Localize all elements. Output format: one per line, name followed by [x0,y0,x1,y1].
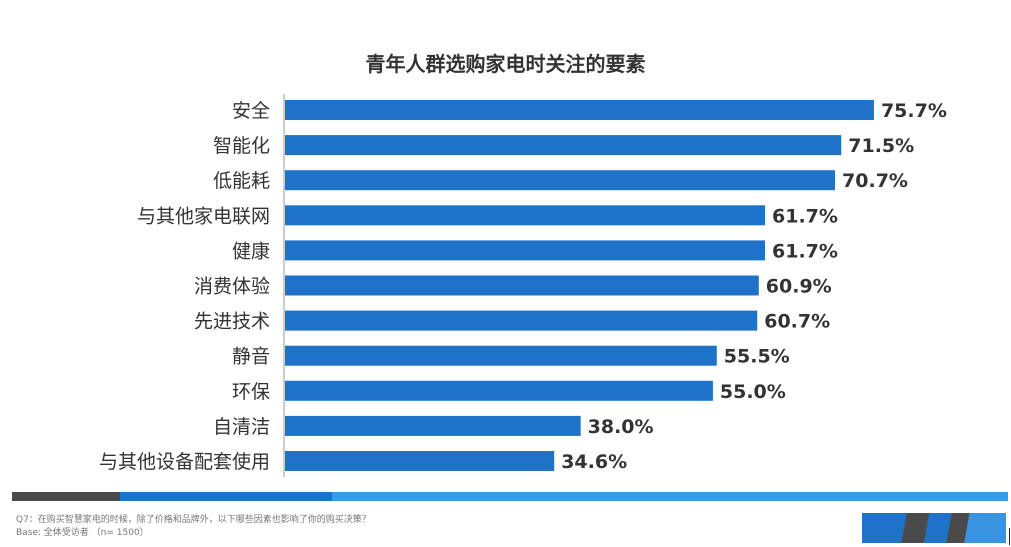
category-label: 健康 [232,240,270,262]
bar [285,135,842,156]
category-label: 安全 [232,100,270,122]
category-label: 与其他家电联网 [137,205,270,227]
bar [285,100,874,120]
footnote: Q7：在购买智慧家电的时候，除了价格和品牌外，以下哪些因素也影响了你的购买决策？… [16,514,371,540]
category-label: 低能耗 [213,170,270,192]
bar [285,415,581,436]
footer-band-dark [12,492,120,501]
brand-logo-block [862,513,1006,543]
value-label: 38.0% [588,416,654,438]
bar [285,310,758,331]
value-label: 70.7% [842,170,908,192]
value-label: 71.5% [848,135,914,157]
category-label: 静音 [232,346,270,368]
value-label: 61.7% [772,205,838,227]
category-label: 消费体验 [194,276,270,298]
footnote-question: Q7：在购买智慧家电的时候，除了价格和品牌外，以下哪些因素也影响了你的购买决策？ [16,515,371,525]
bar [285,380,713,401]
category-label: 智能化 [213,135,270,157]
footnote-base: Base: 全体受访者 （n= 1500） [16,528,149,538]
value-label: 60.9% [766,276,832,298]
bar [285,205,766,226]
category-label: 与其他设备配套使用 [99,451,270,473]
value-label: 55.0% [720,381,786,403]
value-label: 75.7% [881,100,947,122]
value-label: 34.6% [561,451,627,473]
bar [285,170,836,191]
category-label: 环保 [232,381,270,403]
footer-band-mid [120,492,332,501]
edge-divider [1009,528,1010,545]
footer-band-light [332,492,1008,501]
bar [285,345,717,366]
bar-chart: 安全 75.7% 智能化 71.5% 低能耗 70.7% 与其他家电联网 61.7% 健康 61.… [99,94,947,477]
bar [285,240,766,261]
bar [285,275,759,296]
value-label: 60.7% [764,311,830,333]
category-label: 先进技术 [194,311,270,333]
chart-title: 青年人群选购家电时关注的要素 [365,52,646,76]
value-label: 61.7% [772,240,838,262]
bar [285,451,555,471]
value-label: 55.5% [724,346,790,368]
category-label: 自清洁 [213,416,270,438]
